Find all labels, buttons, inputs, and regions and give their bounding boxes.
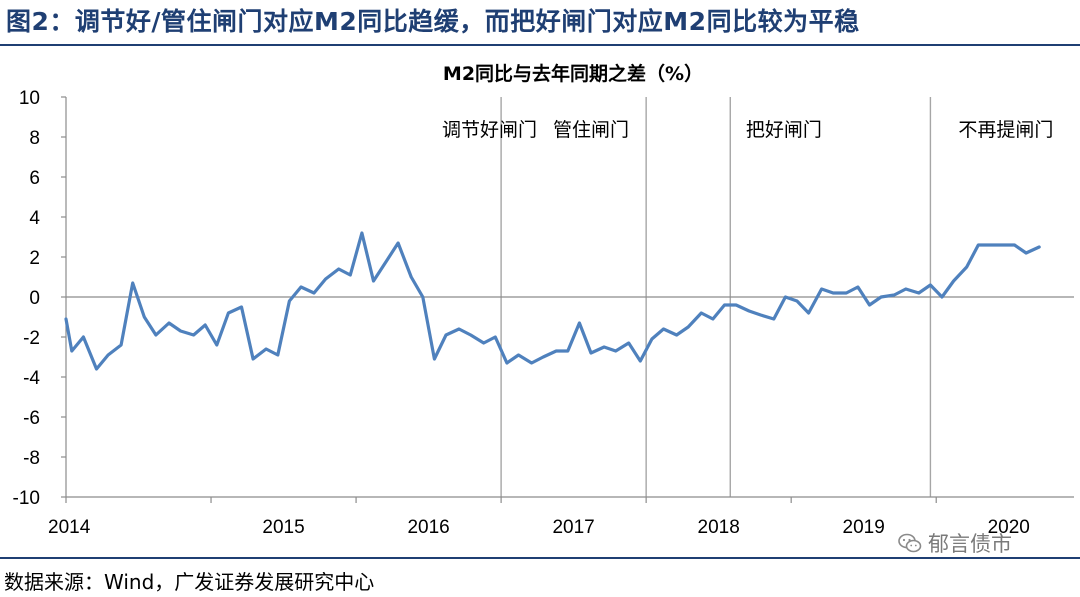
y-tick-label: 0 <box>29 288 40 309</box>
x-tick-label: 2016 <box>407 517 449 538</box>
y-tick-label: -6 <box>23 408 40 429</box>
period-annotations: 调节好闸门 管住闸门 把好闸门 不再提闸门 <box>442 119 1053 141</box>
y-axis-ticks: 10 8 6 4 2 0 -2 -4 -6 -8 -10 <box>13 88 66 509</box>
x-tick-label: 2019 <box>843 517 885 538</box>
y-tick-label: 10 <box>19 88 40 109</box>
chart-title: M2同比与去年同期之差（%） <box>443 62 703 85</box>
series-line <box>64 231 1041 371</box>
watermark: 郁言债市 <box>898 528 1012 558</box>
source-note: 数据来源：Wind，广发证券发展研究中心 <box>4 570 375 594</box>
x-tick-label: 2015 <box>262 517 304 538</box>
y-tick-label: -8 <box>23 448 40 469</box>
chart-axes <box>65 97 1074 498</box>
period-annotation: 管住闸门 <box>553 119 629 141</box>
figure-title: 图2：调节好/管住闸门对应M2同比趋缓，而把好闸门对应M2同比较为平稳 <box>6 7 860 36</box>
y-tick-label: -2 <box>23 328 40 349</box>
x-tick-label: 2017 <box>552 517 594 538</box>
period-annotation: 不再提闸门 <box>958 119 1053 141</box>
watermark-label: 郁言债市 <box>928 532 1012 556</box>
y-tick-label: 2 <box>29 248 40 269</box>
y-tick-label: 4 <box>29 208 40 229</box>
x-tick-label: 2014 <box>48 517 91 538</box>
wechat-icon <box>898 533 922 553</box>
period-annotation: 把好闸门 <box>746 119 822 141</box>
y-tick-label: 6 <box>29 168 40 189</box>
period-annotation: 调节好闸门 <box>442 119 537 141</box>
y-tick-label: -4 <box>23 368 40 389</box>
title-divider <box>0 44 1080 46</box>
x-axis-ticks: 2014 2015 2016 2017 2018 2019 2020 <box>48 497 1030 538</box>
x-tick-label: 2018 <box>698 517 740 538</box>
x-tick-label: 2020 <box>988 517 1030 538</box>
series-layer <box>64 231 1041 371</box>
bottom-divider <box>0 557 1080 559</box>
y-tick-label: -10 <box>13 488 40 509</box>
line-chart: M2同比与去年同期之差（%） 调节好闸门 管住闸门 把好闸门 不再提闸门 10 8 6 4 2… <box>13 62 1074 538</box>
y-tick-label: 8 <box>29 128 40 149</box>
